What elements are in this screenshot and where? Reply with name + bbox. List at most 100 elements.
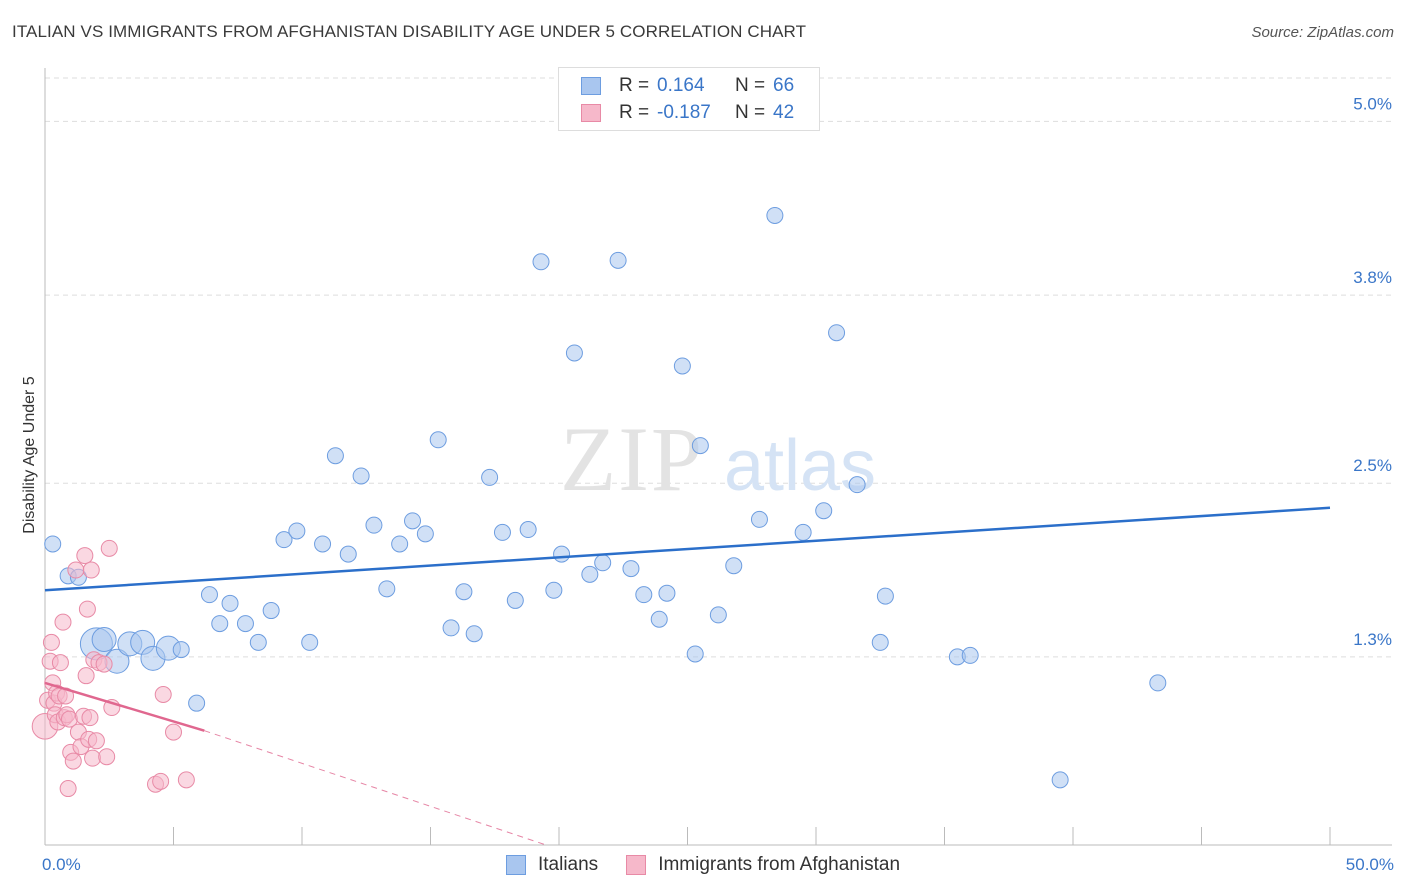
afghanistan-point: [154, 685, 172, 703]
italians-point: [481, 468, 499, 486]
italians-point: [766, 206, 784, 224]
italians-point: [91, 627, 117, 653]
italians-point: [961, 646, 979, 664]
n-label: N =: [735, 75, 766, 96]
afghanistan-point: [84, 749, 102, 767]
r-label: R =: [619, 102, 650, 123]
italians-trend-line: [44, 506, 1331, 592]
italians-point: [301, 633, 319, 651]
italians-point: [352, 467, 370, 485]
italians-point: [326, 447, 344, 465]
italians-point: [262, 602, 280, 620]
n-value: 42: [773, 102, 795, 123]
afghanistan-point: [59, 780, 77, 798]
trend-lines: [44, 506, 1331, 846]
italians-point: [622, 560, 640, 578]
italians-point: [658, 584, 676, 602]
italians-point: [1149, 674, 1167, 692]
afghanistan-point: [42, 633, 60, 651]
y-tick-label: 5.0%: [1353, 94, 1392, 113]
italians-point: [442, 619, 460, 637]
afghanistan-point: [76, 547, 94, 565]
italians-point: [275, 531, 293, 549]
watermark-atlas: atlas: [724, 426, 876, 506]
legend-item-afghanistan[interactable]: Immigrants from Afghanistan: [626, 854, 900, 876]
legend-item-italians[interactable]: Italians: [505, 854, 599, 876]
afghanistan-swatch: [626, 855, 647, 875]
italians-point: [609, 251, 627, 269]
y-tick-label: 3.8%: [1353, 268, 1392, 287]
r-label: R =: [619, 75, 650, 96]
axes: [44, 68, 1392, 846]
italians-swatch: [505, 855, 526, 875]
afghanistan-point: [77, 667, 95, 685]
afghanistan-point: [78, 600, 96, 618]
italians-point: [236, 615, 254, 633]
afghanistan-point: [64, 752, 82, 770]
italians-point: [594, 554, 612, 572]
italians-point: [673, 357, 691, 375]
afghanistan-point: [95, 655, 113, 673]
italians-point: [211, 615, 229, 633]
afghanistan-point: [177, 771, 195, 789]
legend-label: Immigrants from Afghanistan: [658, 854, 901, 875]
x-tick-label: 50.0%: [1346, 855, 1394, 874]
italians-swatch: [581, 77, 601, 95]
italians-point: [1051, 771, 1069, 789]
italians-point: [848, 476, 866, 494]
gridlines: [45, 77, 1392, 658]
italians-point: [581, 565, 599, 583]
italians-point: [815, 502, 833, 520]
italians-point: [429, 431, 447, 449]
italians-point: [416, 525, 434, 543]
stats-box: R = 0.164 N = 66 R = -0.187 N = 42: [558, 67, 820, 131]
stats-row-italians: R = 0.164 N = 66: [581, 72, 794, 100]
italians-point: [794, 523, 812, 541]
afghanistan-swatch: [581, 104, 601, 122]
italians-point: [565, 344, 583, 362]
italians-point: [686, 645, 704, 663]
italians-point: [709, 606, 727, 624]
italians-point: [506, 591, 524, 609]
afghanistan-point: [67, 561, 85, 579]
italians-point: [314, 535, 332, 553]
italians-point: [465, 625, 483, 643]
r-value: -0.187: [657, 102, 711, 123]
legend: Italians Immigrants from Afghanistan: [0, 852, 1406, 878]
italians-point: [44, 535, 62, 553]
italians-point: [691, 437, 709, 455]
n-label: N =: [735, 102, 766, 123]
italians-point: [339, 545, 357, 563]
italians-point: [519, 521, 537, 539]
n-value: 66: [773, 75, 795, 96]
italians-point: [876, 587, 894, 605]
italians-point: [391, 535, 409, 553]
italians-point: [532, 253, 550, 271]
italians-point: [365, 516, 383, 534]
tick-labels: 1.3% 2.5% 3.8% 5.0% 0.0% 50.0%: [42, 94, 1394, 874]
afghanistan-point: [81, 709, 99, 727]
afghanistan-point: [87, 732, 105, 750]
afghanistan-point: [165, 723, 182, 741]
italians-point: [172, 641, 190, 659]
italians-point: [553, 545, 571, 563]
chart-title: ITALIAN VS IMMIGRANTS FROM AFGHANISTAN D…: [12, 22, 807, 41]
italians-point: [871, 633, 889, 651]
legend-label: Italians: [537, 854, 599, 875]
italians-point: [635, 586, 653, 604]
italians-point: [249, 633, 267, 651]
x-tick-label: 0.0%: [42, 855, 81, 874]
r-value: 0.164: [657, 75, 705, 96]
afghanistan-point: [82, 561, 100, 579]
source-label: Source: ZipAtlas.com: [1251, 24, 1394, 41]
y-tick-label: 1.3%: [1353, 630, 1392, 649]
afghanistan-point: [51, 654, 69, 672]
y-tick-label: 2.5%: [1353, 456, 1392, 475]
watermark-zip: ZIP: [560, 408, 704, 510]
italians-point: [750, 510, 768, 528]
afghanistan-trend-extension: [204, 730, 547, 846]
italians-point: [221, 594, 239, 612]
italians-point: [288, 522, 306, 540]
italians-point: [188, 694, 206, 712]
